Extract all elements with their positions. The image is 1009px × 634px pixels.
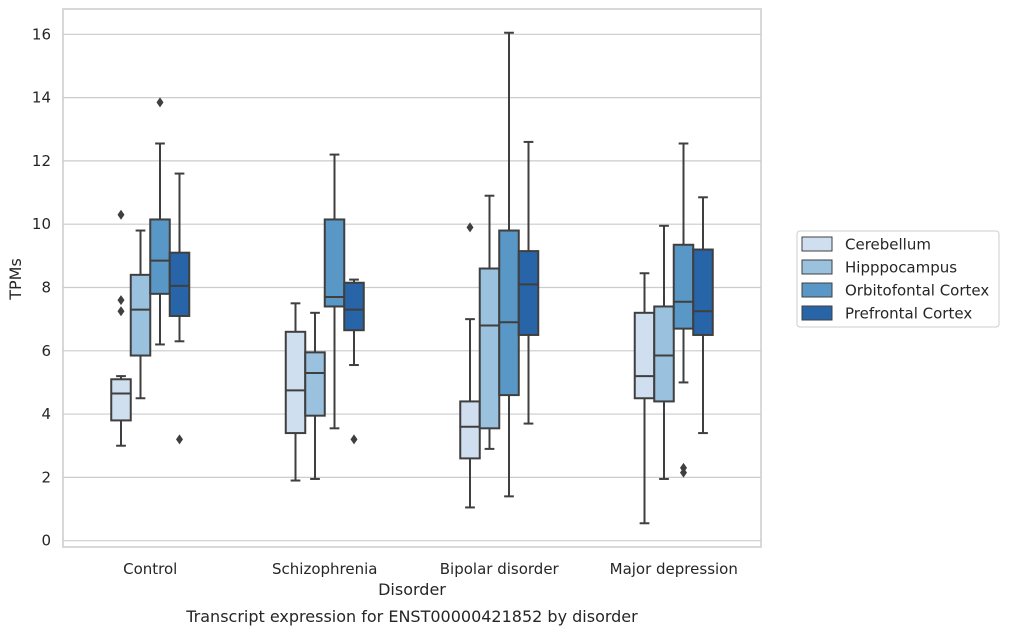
y-tick-label: 2 bbox=[41, 468, 51, 486]
plot-frame bbox=[62, 8, 762, 548]
box-3-3 bbox=[692, 196, 714, 435]
box-3-1 bbox=[653, 224, 675, 480]
box-body bbox=[168, 251, 191, 317]
legend-label: Hipppocampus bbox=[845, 259, 957, 277]
box-2-0 bbox=[459, 222, 481, 509]
outlier-point bbox=[176, 434, 183, 445]
box-1-0 bbox=[284, 302, 307, 482]
box-body bbox=[304, 351, 326, 417]
box-1-3 bbox=[343, 278, 365, 445]
box-body bbox=[110, 378, 132, 422]
y-tick-label: 8 bbox=[41, 278, 51, 296]
outlier-point bbox=[350, 434, 358, 445]
box-body bbox=[653, 305, 675, 403]
legend-swatch bbox=[801, 282, 833, 298]
box-body bbox=[284, 330, 307, 435]
outlier-point bbox=[680, 467, 687, 478]
chart-caption: Transcript expression for ENST0000042185… bbox=[185, 607, 638, 626]
box-body bbox=[633, 311, 656, 400]
box-body bbox=[517, 250, 540, 336]
box-body bbox=[672, 243, 695, 330]
box-body bbox=[478, 267, 501, 430]
y-axis-ticks: 0 2 4 6 8 10 12 14 16 bbox=[32, 25, 51, 549]
outlier-point bbox=[156, 97, 164, 108]
outlier-point bbox=[117, 209, 125, 220]
x-tick-label: Control bbox=[123, 560, 177, 578]
box-2-3 bbox=[517, 140, 540, 425]
y-tick-label: 0 bbox=[41, 532, 51, 550]
box-3-2 bbox=[672, 142, 695, 478]
box-body bbox=[343, 281, 365, 332]
x-axis-label: Disorder bbox=[378, 580, 446, 599]
box-body bbox=[692, 248, 714, 336]
box-body bbox=[149, 218, 171, 295]
legend-label: Orbitofontal Cortex bbox=[845, 282, 989, 300]
y-tick-label: 10 bbox=[32, 215, 51, 233]
box-0-1 bbox=[129, 229, 152, 400]
x-tick-label: Major depression bbox=[610, 560, 738, 578]
x-tick-label: Schizophrenia bbox=[272, 560, 377, 578]
box-0-0 bbox=[110, 209, 132, 447]
box-3-0 bbox=[633, 272, 656, 525]
outlier-point bbox=[117, 295, 125, 306]
boxes-layer bbox=[110, 31, 714, 525]
y-tick-label: 16 bbox=[32, 25, 51, 43]
outlier-point bbox=[117, 306, 125, 317]
legend-swatch bbox=[801, 236, 833, 252]
box-1-2 bbox=[323, 153, 346, 430]
y-tick-label: 12 bbox=[32, 152, 51, 170]
box-0-3 bbox=[168, 172, 191, 445]
y-tick-label: 6 bbox=[41, 342, 51, 360]
x-axis-ticks: Control Schizophrenia Bipolar disorder Majo… bbox=[123, 560, 738, 578]
legend-frame bbox=[796, 230, 1000, 328]
legend-swatch bbox=[801, 259, 833, 275]
box-body bbox=[459, 400, 481, 460]
legend-label: Prefrontal Cortex bbox=[845, 305, 972, 323]
legend-label: Cerebellum bbox=[845, 236, 931, 254]
y-axis-label: TPMs bbox=[6, 258, 25, 301]
legend-swatch bbox=[801, 305, 833, 321]
box-body bbox=[498, 229, 520, 397]
y-tick-label: 4 bbox=[41, 405, 51, 423]
outlier-point bbox=[466, 222, 474, 233]
box-body bbox=[129, 273, 152, 357]
x-tick-label: Bipolar disorder bbox=[440, 560, 560, 578]
box-1-1 bbox=[304, 311, 326, 480]
grid-lines bbox=[63, 33, 761, 542]
y-tick-label: 14 bbox=[32, 89, 51, 107]
legend: Cerebellum Hipppocampus Orbitofontal Corte… bbox=[796, 230, 1000, 328]
box-body bbox=[323, 218, 346, 308]
box-2-1 bbox=[478, 194, 501, 450]
